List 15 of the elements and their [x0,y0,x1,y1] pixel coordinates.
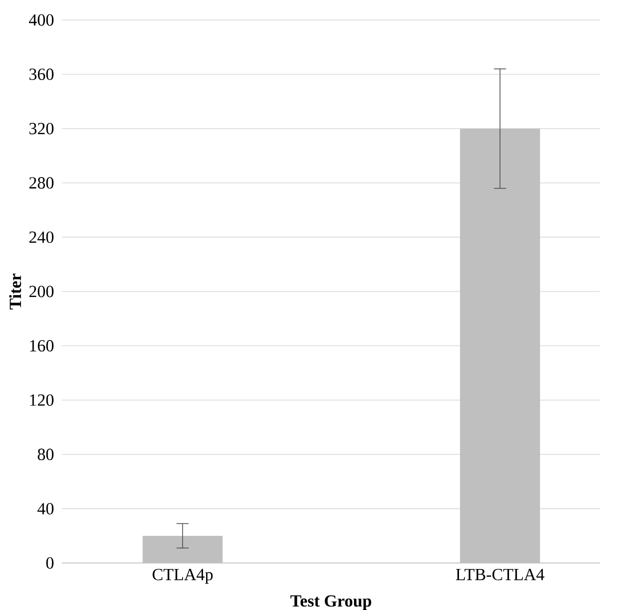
x-axis-title: Test Group [290,595,372,610]
y-tick-label: 160 [30,340,54,352]
x-tick-label: LTB-CTLA4 [456,568,544,580]
y-tick-label: 40 [37,502,54,514]
y-axis-title: Titer [9,274,22,310]
y-tick-label: 320 [29,122,54,134]
y-tick-label: 0 [46,557,54,569]
y-tick-label: 360 [29,68,54,80]
y-tick-label: 80 [38,448,54,460]
y-tick-label: 280 [29,177,54,189]
y-tick-label: 240 [29,231,54,243]
x-tick-label: CTLA4p [152,568,213,584]
y-tick-label: 400 [28,14,54,26]
y-tick-label: 120 [30,394,54,406]
y-tick-label: 200 [29,286,54,298]
